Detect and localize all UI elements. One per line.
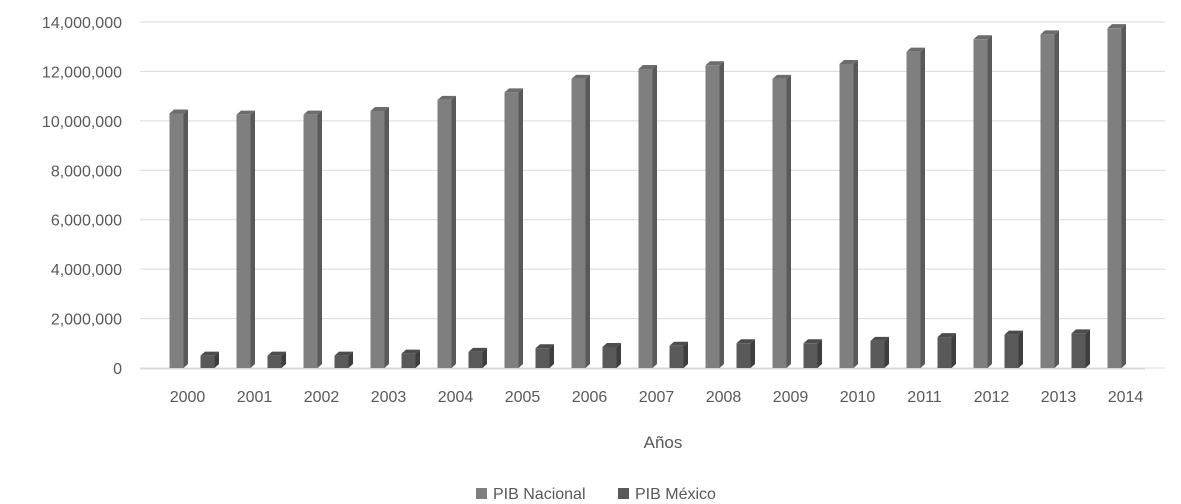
bar [1107, 24, 1126, 369]
bar [937, 333, 956, 368]
bar [973, 35, 992, 369]
bar [669, 341, 688, 368]
bar [267, 351, 286, 368]
x-axis-tick-labels: 2000 2001 2002 2003 2004 2005 2006 2007 2008 2009… [170, 389, 1144, 406]
y-tick-label: 0 [113, 361, 122, 378]
bar [870, 336, 889, 368]
bar [437, 95, 456, 368]
legend: PIB Nacional PIB México [476, 486, 716, 503]
bar [906, 47, 925, 369]
x-tick-label: 2007 [639, 389, 675, 406]
bar [839, 60, 858, 369]
y-tick-label: 10,000,000 [42, 114, 122, 131]
bar [370, 106, 389, 368]
bar [401, 349, 420, 368]
x-tick-label: 2002 [304, 389, 340, 406]
x-tick-label: 2000 [170, 389, 206, 406]
x-tick-label: 2009 [773, 389, 809, 406]
bar [705, 61, 724, 368]
bar [638, 64, 657, 368]
x-tick-label: 2014 [1108, 389, 1144, 406]
bar [535, 344, 554, 368]
x-axis-title: Años [644, 433, 683, 452]
x-tick-label: 2008 [706, 389, 742, 406]
bar [602, 342, 621, 368]
bar [236, 110, 255, 368]
y-tick-label: 2,000,000 [51, 312, 122, 329]
bar [736, 339, 755, 368]
x-tick-label: 2011 [907, 389, 942, 406]
x-tick-label: 2006 [572, 389, 608, 406]
x-tick-label: 2003 [371, 389, 407, 406]
y-axis-tick-labels: 0 2,000,000 4,000,000 6,000,000 8,000,000 10,… [42, 15, 122, 378]
legend-item: PIB México [618, 486, 716, 503]
legend-swatch [618, 488, 629, 499]
x-tick-label: 2012 [974, 389, 1010, 406]
bar [504, 88, 523, 368]
x-tick-label: 2005 [505, 389, 541, 406]
x-tick-label: 2001 [237, 389, 273, 406]
x-tick-label: 2013 [1041, 389, 1077, 406]
bar [1071, 329, 1090, 368]
bar [571, 74, 590, 368]
legend-label: PIB Nacional [493, 486, 586, 503]
bar [334, 351, 353, 368]
x-tick-label: 2004 [438, 389, 474, 406]
y-tick-label: 4,000,000 [51, 262, 122, 279]
bar [303, 110, 322, 368]
y-tick-label: 8,000,000 [51, 163, 122, 180]
y-tick-label: 14,000,000 [42, 15, 122, 32]
bars [169, 24, 1126, 369]
bar [1004, 330, 1023, 368]
legend-label: PIB México [635, 486, 716, 503]
y-tick-label: 12,000,000 [42, 64, 122, 81]
bar [803, 339, 822, 368]
y-tick-label: 6,000,000 [51, 213, 122, 230]
bar [169, 109, 188, 368]
bar [1040, 30, 1059, 368]
x-tick-label: 2010 [840, 389, 876, 406]
bar [200, 351, 219, 368]
bar [468, 347, 487, 368]
bar [772, 74, 791, 368]
legend-item: PIB Nacional [476, 486, 586, 503]
legend-swatch [476, 488, 487, 499]
